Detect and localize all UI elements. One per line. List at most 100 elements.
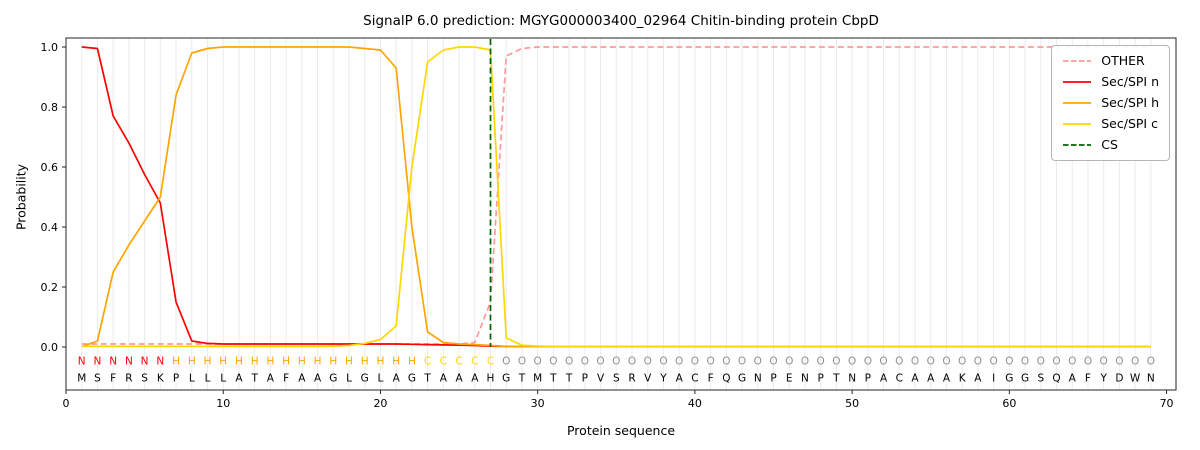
region-label: C <box>487 356 494 368</box>
region-label: O <box>738 356 746 368</box>
legend-line-other <box>1063 60 1092 62</box>
region-label: H <box>329 356 337 368</box>
sequence-letter: G <box>1021 373 1029 385</box>
sequence-letter: A <box>471 373 479 385</box>
region-label: N <box>78 356 86 368</box>
sequence-letter: G <box>361 373 369 385</box>
region-label: O <box>1147 356 1155 368</box>
region-label: O <box>801 356 809 368</box>
sequence-letter: N <box>1147 373 1155 385</box>
plot-frame <box>65 37 1177 391</box>
sequence-letter: P <box>173 373 179 385</box>
legend-label-sec-spi-h: Sec/SPI h <box>1101 95 1159 110</box>
sequence-letter: C <box>896 373 903 385</box>
region-label: O <box>1005 356 1013 368</box>
region-label: O <box>1131 356 1139 368</box>
region-label: H <box>282 356 290 368</box>
region-label: H <box>361 356 369 368</box>
region-label: O <box>958 356 966 368</box>
region-label: O <box>518 356 526 368</box>
sequence-letter: M <box>77 373 86 385</box>
region-label: O <box>817 356 825 368</box>
x-tick-label: 40 <box>688 397 702 410</box>
sequence-letter: F <box>1085 373 1091 385</box>
region-label: O <box>927 356 935 368</box>
sequence-letter: T <box>832 373 840 385</box>
region-label: H <box>392 356 400 368</box>
sequence-letter: A <box>974 373 982 385</box>
sequence-letter: E <box>786 373 793 385</box>
sequence-letter: A <box>298 373 306 385</box>
region-label: O <box>581 356 589 368</box>
sequence-letter: S <box>1037 373 1044 385</box>
legend-line-sec-spi-h <box>1063 102 1092 104</box>
legend-item-sec-spi-h: Sec/SPI h <box>1062 96 1159 110</box>
sequence-letter: A <box>1069 373 1077 385</box>
region-label: H <box>188 356 196 368</box>
region-label: O <box>754 356 762 368</box>
sequence-letter: P <box>818 373 824 385</box>
region-label: H <box>298 356 306 368</box>
legend-item-sec-spi-n: Sec/SPI n <box>1062 75 1159 89</box>
sequence-letter: K <box>157 373 165 385</box>
sequence-letter: V <box>597 373 605 385</box>
sequence-letter: G <box>408 373 416 385</box>
legend: OTHER Sec/SPI n Sec/SPI h Sec/SPI c CS <box>1051 45 1170 161</box>
region-label: C <box>424 356 431 368</box>
sequence-letter: A <box>455 373 463 385</box>
sequence-letter: R <box>628 373 635 385</box>
region-label: O <box>1100 356 1108 368</box>
sequence-letter: K <box>959 373 967 385</box>
x-tick-label: 60 <box>1002 397 1016 410</box>
sequence-letter: Q <box>722 373 730 385</box>
legend-line-cs <box>1063 144 1092 146</box>
region-label: N <box>125 356 133 368</box>
sequence-letter: S <box>94 373 101 385</box>
region-label: N <box>141 356 149 368</box>
series-line-other <box>81 46 1151 345</box>
region-label: O <box>1115 356 1123 368</box>
sequence-letter: T <box>565 373 573 385</box>
region-label: O <box>942 356 950 368</box>
region-label: O <box>785 356 793 368</box>
sequence-letter: G <box>502 373 510 385</box>
legend-label-cs: CS <box>1101 137 1118 152</box>
sequence-letter: N <box>801 373 809 385</box>
region-label: O <box>1068 356 1076 368</box>
sequence-letter: T <box>423 373 431 385</box>
chart-title: SignalP 6.0 prediction: MGYG000003400_02… <box>363 13 879 29</box>
y-tick-label: 1.0 <box>41 41 59 54</box>
region-label: H <box>172 356 180 368</box>
sequence-letter: A <box>911 373 919 385</box>
y-axis-label: Probability <box>13 163 29 231</box>
sequence-letter: N <box>848 373 856 385</box>
sequence-letter: M <box>533 373 542 385</box>
sequence-letter: A <box>235 373 243 385</box>
sequence-letter: P <box>770 373 776 385</box>
sequence-letter: L <box>189 373 195 385</box>
sequence-letter: A <box>393 373 401 385</box>
legend-item-sec-spi-c: Sec/SPI c <box>1062 117 1159 131</box>
sequence-letter: F <box>110 373 116 385</box>
x-tick-label: 30 <box>531 397 545 410</box>
sequence-letter: L <box>220 373 226 385</box>
region-label: O <box>502 356 510 368</box>
region-label: C <box>440 356 447 368</box>
region-label: O <box>659 356 667 368</box>
legend-label-sec-spi-c: Sec/SPI c <box>1101 116 1158 131</box>
sequence-letter: L <box>378 373 384 385</box>
region-label: O <box>565 356 573 368</box>
region-label: O <box>895 356 903 368</box>
sequence-letter: G <box>1005 373 1013 385</box>
x-tick-label: 50 <box>845 397 859 410</box>
region-label: O <box>596 356 604 368</box>
sequence-letter: F <box>283 373 289 385</box>
region-label: O <box>1021 356 1029 368</box>
x-tick-label: 20 <box>373 397 387 410</box>
region-label: H <box>219 356 227 368</box>
x-tick-label: 10 <box>216 397 230 410</box>
x-tick-label: 70 <box>1160 397 1174 410</box>
region-label: H <box>314 356 322 368</box>
sequence-letter: S <box>613 373 620 385</box>
sequence-letter: G <box>738 373 746 385</box>
